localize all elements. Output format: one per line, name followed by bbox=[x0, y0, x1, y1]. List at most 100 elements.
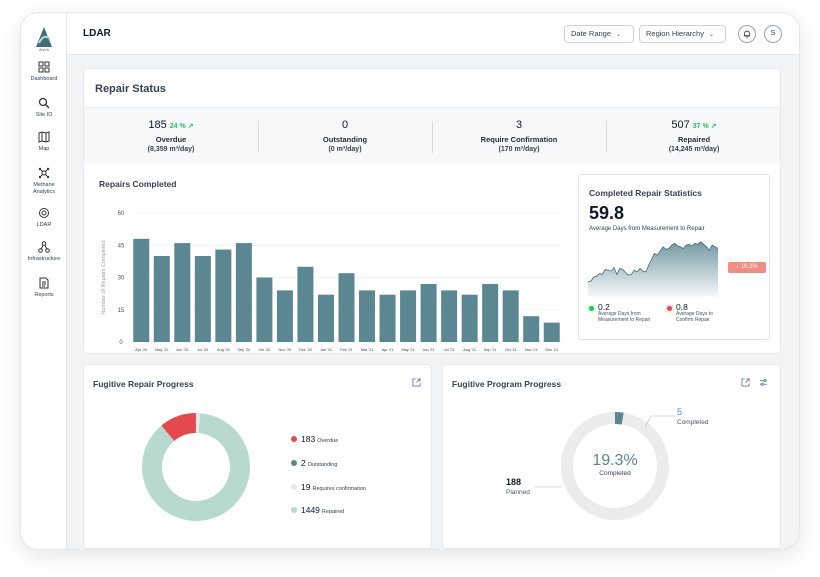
legend-label: Overdue bbox=[317, 438, 339, 444]
bar bbox=[338, 273, 355, 342]
repair-trend-area-chart bbox=[587, 241, 719, 297]
chevron-down-icon: ⌄ bbox=[708, 32, 714, 38]
completed-repair-stats-panel: Completed Repair Statistics 59.8 Average… bbox=[578, 174, 770, 340]
x-tick-label: Dec '21 bbox=[545, 348, 558, 352]
program-progress-donut bbox=[561, 412, 669, 520]
card-title: Fugitive Repair Progress bbox=[93, 379, 194, 389]
bar bbox=[297, 266, 314, 342]
bell-icon bbox=[743, 30, 751, 38]
legend-count: 19 bbox=[301, 482, 311, 492]
reports-icon bbox=[39, 277, 49, 289]
stat-label: Repaired bbox=[677, 135, 711, 144]
x-tick-label: Dec '20 bbox=[299, 348, 312, 352]
change-badge: ↓ 16.3% bbox=[728, 262, 766, 273]
region-hierarchy-select[interactable]: Region Hierarchy ⌄ bbox=[639, 25, 726, 43]
stats-subtitle: Average Days from Measurement to Repair bbox=[589, 226, 705, 232]
stat-label: Overdue bbox=[155, 135, 187, 144]
bar bbox=[461, 294, 478, 342]
sidebar-item-label: Dashboard bbox=[30, 76, 58, 82]
bar bbox=[379, 294, 396, 342]
metric-label: Average Days to bbox=[676, 311, 713, 317]
program-progress-donut-wrap: 19.3% Completed bbox=[559, 410, 671, 522]
trend-up-icon: ↗ bbox=[187, 123, 194, 130]
bar bbox=[215, 249, 232, 342]
fugitive-repair-progress-card: Fugitive Repair Progress 183 Overdue 2 Out… bbox=[83, 364, 432, 549]
bar bbox=[543, 322, 560, 342]
bar bbox=[502, 290, 519, 342]
notification-button[interactable] bbox=[738, 25, 756, 43]
sidebar-item-ldar[interactable]: LDAR bbox=[21, 207, 67, 229]
dashboard-icon bbox=[38, 61, 50, 73]
stat-label: Outstanding bbox=[322, 135, 368, 144]
stats-title: Completed Repair Statistics bbox=[589, 188, 702, 198]
trend-up-icon: ↗ bbox=[710, 123, 717, 130]
area-fill bbox=[588, 241, 718, 297]
bar bbox=[482, 283, 499, 342]
stat-sub: (170 m³/day) bbox=[498, 146, 540, 153]
repair-status-stats: 185 24 % ↗ Overdue (8,359 m³/day) 0 Outst… bbox=[84, 107, 780, 165]
sidebar-item-reports[interactable]: Reports bbox=[21, 277, 67, 299]
x-tick-label: Jan '21 bbox=[320, 348, 332, 352]
y-tick-label: 15 bbox=[118, 308, 125, 314]
ldar-icon bbox=[39, 208, 49, 218]
repair-status-card: Repair Status 185 24 % ↗ Overdue (8,359 m… bbox=[83, 68, 781, 165]
green-dot-icon bbox=[589, 306, 594, 311]
metric-label: Average Days from bbox=[598, 311, 641, 317]
x-tick-label: Jun '20 bbox=[176, 348, 188, 352]
bar bbox=[153, 256, 170, 342]
filter-settings-icon[interactable] bbox=[759, 378, 768, 387]
stat-sub: (8,359 m³/day) bbox=[147, 146, 195, 153]
y-tick-label: 0 bbox=[119, 340, 123, 346]
legend-item-outstanding: 2 Outstanding bbox=[291, 458, 337, 468]
sidebar-item-label: Map bbox=[38, 146, 50, 152]
x-tick-label: Jul '20 bbox=[197, 348, 208, 352]
x-tick-label: Apr '21 bbox=[382, 348, 394, 352]
y-tick-label: 30 bbox=[118, 276, 125, 282]
sidebar-item-map[interactable]: Map bbox=[21, 131, 67, 153]
x-tick-label: Oct '20 bbox=[258, 348, 270, 352]
bar bbox=[194, 256, 211, 342]
stat-outstanding: 0 Outstanding (0 m³/day) bbox=[258, 108, 432, 166]
metric-days-to-repair: 0.2 Average Days from Measurement to Rep… bbox=[589, 303, 650, 323]
red-dot-icon bbox=[667, 306, 672, 311]
chart-title: Repairs Completed bbox=[99, 179, 177, 189]
legend-item-overdue: 183 Overdue bbox=[291, 434, 338, 444]
sidebar-item-label: Reports bbox=[34, 292, 54, 298]
legend-item-repaired: 1449 Repaired bbox=[291, 505, 344, 515]
donut-slice bbox=[142, 413, 250, 521]
bar bbox=[235, 243, 252, 342]
donut-slice bbox=[615, 412, 624, 425]
y-axis-label: Number of Repairs Completed bbox=[101, 240, 107, 314]
sidebar-item-label: Infrastructure bbox=[27, 256, 61, 262]
x-tick-label: Jul '21 bbox=[444, 348, 455, 352]
area-line bbox=[587, 241, 719, 283]
search-icon bbox=[38, 97, 50, 109]
card-title: Fugitive Program Progress bbox=[452, 379, 562, 389]
avatar[interactable]: S bbox=[764, 25, 782, 43]
callout-line bbox=[644, 415, 677, 428]
sidebar-item-methane-analytics[interactable]: Methane Analytics bbox=[21, 167, 67, 195]
sidebar-item-site-id[interactable]: Site ID bbox=[21, 97, 67, 119]
sidebar-item-dashboard[interactable]: Dashboard bbox=[21, 61, 67, 83]
legend-label: Repaired bbox=[321, 509, 345, 515]
completed-count: 5 bbox=[677, 407, 683, 417]
logo-text: Arrv's bbox=[38, 47, 50, 52]
sidebar-item-infrastructure[interactable]: Infrastructure bbox=[21, 241, 67, 263]
stats-value: 59.8 bbox=[589, 203, 625, 223]
external-link-icon[interactable] bbox=[741, 378, 750, 387]
x-tick-label: May '21 bbox=[401, 348, 414, 352]
date-range-select[interactable]: Date Range ⌄ bbox=[564, 25, 634, 43]
stat-value: 3 bbox=[515, 119, 523, 131]
stat-trend: 24 % ↗ bbox=[169, 123, 194, 130]
external-link-icon[interactable] bbox=[412, 378, 421, 387]
callout-line bbox=[535, 486, 561, 488]
x-tick-label: Jun '21 bbox=[423, 348, 435, 352]
legend-count: 183 bbox=[301, 434, 316, 444]
stat-require-confirmation: 3 Require Confirmation (170 m³/day) bbox=[432, 108, 606, 166]
stat-overdue: 185 24 % ↗ Overdue (8,359 m³/day) bbox=[84, 108, 258, 166]
methane-analytics-icon bbox=[38, 167, 50, 179]
map-icon bbox=[38, 131, 50, 143]
region-hierarchy-label: Region Hierarchy bbox=[646, 29, 704, 38]
bar bbox=[317, 294, 334, 342]
planned-count: 188 bbox=[506, 477, 522, 487]
